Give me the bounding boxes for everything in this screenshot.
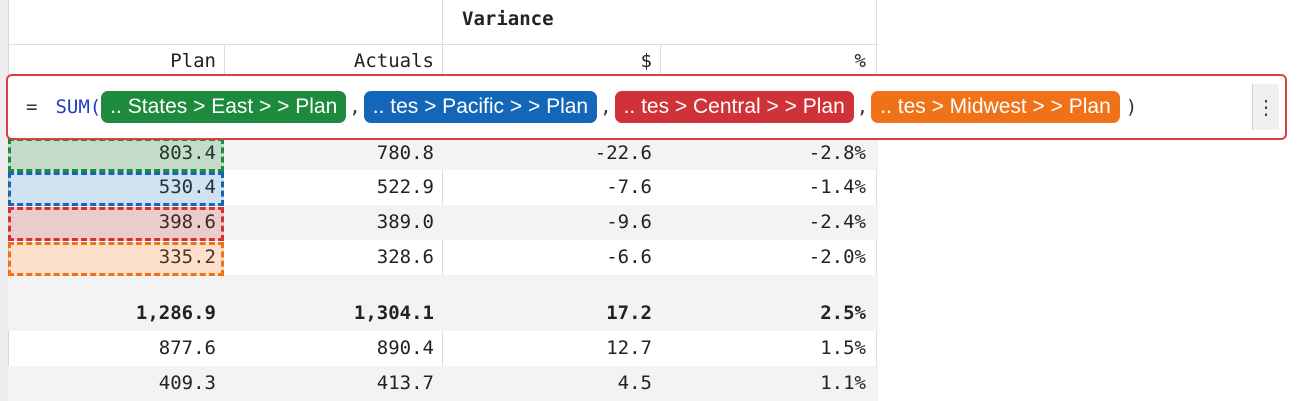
reference-chip-pacific[interactable]: .. tes > Pacific > > Plan bbox=[363, 91, 598, 123]
column-header-variance-percent[interactable]: % bbox=[854, 50, 866, 72]
cell-plan[interactable]: 1,286.9 bbox=[135, 302, 216, 324]
cell-actuals[interactable]: 522.9 bbox=[376, 176, 434, 198]
cell-variance-percent[interactable]: -2.0% bbox=[808, 246, 866, 268]
table-row[interactable]: 335.2 328.6 -6.6 -2.0% bbox=[8, 240, 878, 275]
formula-separator: , bbox=[600, 96, 612, 118]
cell-variance-percent[interactable]: -2.8% bbox=[808, 142, 866, 164]
table-row[interactable]: 530.4 522.9 -7.6 -1.4% bbox=[8, 170, 878, 205]
cell-variance-percent[interactable]: -1.4% bbox=[808, 176, 866, 198]
cell-variance-dollar[interactable]: -7.6 bbox=[606, 176, 652, 198]
reference-chip-midwest[interactable]: .. tes > Midwest > > Plan bbox=[871, 91, 1120, 123]
formula-function: SUM( bbox=[55, 96, 102, 118]
reference-highlight-pacific bbox=[8, 172, 224, 206]
cell-variance-dollar[interactable]: 4.5 bbox=[617, 372, 652, 394]
column-header-actuals[interactable]: Actuals bbox=[353, 50, 434, 72]
cell-actuals[interactable]: 780.8 bbox=[376, 142, 434, 164]
header-divider bbox=[8, 44, 878, 45]
cell-variance-dollar[interactable]: 12.7 bbox=[606, 337, 652, 359]
column-header-variance-dollar[interactable]: $ bbox=[640, 50, 652, 72]
formula-equals: = bbox=[26, 96, 38, 118]
cell-variance-dollar[interactable]: -9.6 bbox=[606, 211, 652, 233]
cell-variance-dollar[interactable]: 17.2 bbox=[606, 302, 652, 324]
cell-variance-percent[interactable]: 1.5% bbox=[820, 337, 866, 359]
cell-plan[interactable]: 877.6 bbox=[158, 337, 216, 359]
cell-variance-percent[interactable]: 1.1% bbox=[820, 372, 866, 394]
col-divider bbox=[876, 0, 877, 401]
col-divider bbox=[442, 0, 443, 76]
more-options-button[interactable]: ⋮ bbox=[1252, 84, 1279, 130]
reference-chip-central[interactable]: .. tes > Central > > Plan bbox=[614, 91, 854, 123]
formula-close-paren: ) bbox=[1125, 96, 1138, 118]
table-row-empty[interactable] bbox=[8, 275, 878, 296]
cell-variance-percent[interactable]: -2.4% bbox=[808, 211, 866, 233]
reference-chip-east[interactable]: .. States > East > > Plan bbox=[101, 91, 347, 123]
cell-plan[interactable]: 409.3 bbox=[158, 372, 216, 394]
cell-actuals[interactable]: 328.6 bbox=[376, 246, 434, 268]
table-row[interactable]: 803.4 780.8 -22.6 -2.8% bbox=[8, 136, 878, 170]
reference-highlight-east bbox=[8, 138, 224, 172]
cell-actuals[interactable]: 890.4 bbox=[376, 337, 434, 359]
table-row-total[interactable]: 1,286.9 1,304.1 17.2 2.5% bbox=[8, 296, 878, 331]
kebab-menu-icon: ⋮ bbox=[1256, 95, 1276, 119]
reference-highlight-midwest bbox=[8, 242, 224, 276]
col-divider bbox=[660, 44, 661, 76]
col-divider bbox=[442, 140, 443, 401]
cell-plan[interactable]: 530.4 bbox=[158, 176, 216, 198]
table-row[interactable]: 409.3 413.7 4.5 1.1% bbox=[8, 366, 878, 401]
formula-bar[interactable]: = SUM( .. States > East > > Plan , .. te… bbox=[6, 74, 1287, 140]
spreadsheet-grid: Variance Plan Actuals $ % 803.4 780.8 -2… bbox=[0, 0, 878, 401]
formula-separator: , bbox=[349, 96, 361, 118]
table-row[interactable]: 398.6 389.0 -9.6 -2.4% bbox=[8, 205, 878, 240]
reference-highlight-central bbox=[8, 207, 224, 241]
cell-actuals[interactable]: 413.7 bbox=[376, 372, 434, 394]
cell-actuals[interactable]: 389.0 bbox=[376, 211, 434, 233]
cell-plan[interactable]: 335.2 bbox=[158, 246, 216, 268]
cell-actuals[interactable]: 1,304.1 bbox=[353, 302, 434, 324]
formula-content[interactable]: = SUM( .. States > East > > Plan , .. te… bbox=[8, 76, 1137, 138]
cell-variance-dollar[interactable]: -6.6 bbox=[606, 246, 652, 268]
cell-plan[interactable]: 803.4 bbox=[158, 142, 216, 164]
cell-variance-dollar[interactable]: -22.6 bbox=[594, 142, 652, 164]
cell-variance-percent[interactable]: 2.5% bbox=[820, 302, 866, 324]
cell-plan[interactable]: 398.6 bbox=[158, 211, 216, 233]
formula-separator: , bbox=[856, 96, 869, 118]
column-header-plan[interactable]: Plan bbox=[170, 50, 216, 72]
col-divider bbox=[224, 44, 225, 76]
variance-group-header: Variance bbox=[462, 8, 554, 30]
table-row[interactable]: 877.6 890.4 12.7 1.5% bbox=[8, 331, 878, 366]
